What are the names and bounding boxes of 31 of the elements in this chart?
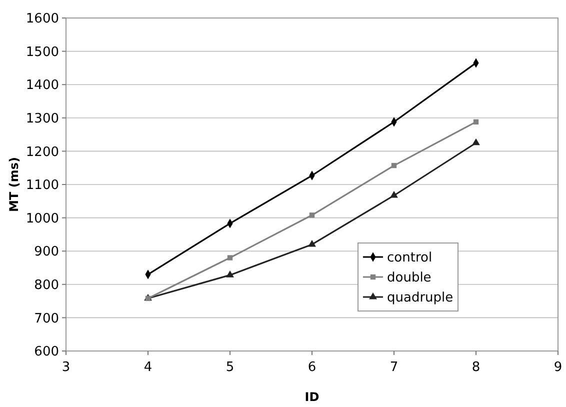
x-tick-label: 6 bbox=[308, 360, 316, 375]
legend-label: control bbox=[387, 250, 432, 266]
x-axis-title: ID bbox=[304, 390, 320, 404]
point bbox=[472, 138, 480, 146]
x-tick-label: 7 bbox=[390, 360, 398, 375]
y-tick-label: 1600 bbox=[26, 12, 59, 27]
point bbox=[391, 162, 397, 168]
y-tick-label: 600 bbox=[34, 344, 59, 360]
point bbox=[308, 240, 316, 247]
x-tick-label: 3 bbox=[62, 360, 70, 375]
point bbox=[390, 190, 398, 198]
y-axis-title: MT (ms) bbox=[7, 157, 21, 212]
point bbox=[473, 119, 479, 124]
y-tick-label: 1100 bbox=[26, 178, 59, 194]
y-tick-label: 700 bbox=[34, 311, 59, 326]
y-tick-label: 1400 bbox=[26, 78, 59, 94]
y-tick-label: 1200 bbox=[26, 144, 59, 160]
point bbox=[226, 270, 234, 278]
y-tick-label: 1300 bbox=[26, 111, 59, 126]
x-tick-label: 9 bbox=[554, 360, 562, 375]
x-tick-label: 8 bbox=[472, 360, 480, 375]
x-tick-label: 4 bbox=[144, 360, 152, 375]
y-tick-label: 1500 bbox=[26, 44, 59, 60]
y-tick-label: 800 bbox=[34, 278, 59, 293]
legend-label: quadruple bbox=[387, 290, 454, 306]
point bbox=[227, 255, 233, 260]
legend-label: double bbox=[387, 270, 432, 286]
y-tick-label: 1000 bbox=[26, 211, 59, 226]
point bbox=[309, 212, 315, 218]
x-tick-label: 5 bbox=[226, 360, 234, 375]
y-tick-label: 900 bbox=[34, 244, 59, 260]
